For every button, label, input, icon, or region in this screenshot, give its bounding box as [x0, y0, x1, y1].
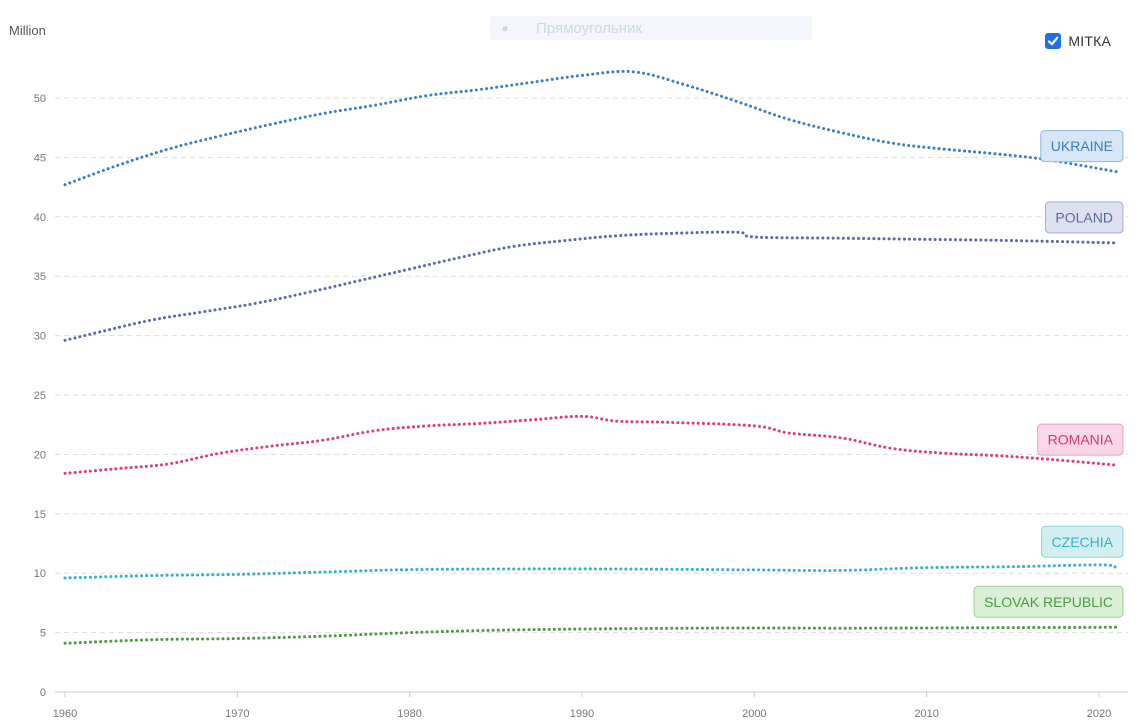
- y-tick-label: 50: [34, 93, 46, 105]
- series-label-text: POLAND: [1055, 209, 1113, 225]
- series-line-poland[interactable]: [63, 230, 1118, 342]
- series-label-text: ROMANIA: [1048, 432, 1114, 448]
- series-label-ukraine[interactable]: UKRAINE: [1040, 130, 1124, 163]
- series-label-romania[interactable]: ROMANIA: [1037, 423, 1124, 456]
- overlay-text: Прямоугольник: [536, 19, 643, 37]
- series-label-slovak-republic[interactable]: SLOVAK REPUBLIC: [973, 585, 1124, 618]
- series-label-text: CZECHIA: [1052, 534, 1114, 550]
- x-tick-label: 1960: [53, 708, 77, 720]
- series-label-text: UKRAINE: [1051, 138, 1113, 154]
- shield-icon: ●: [501, 21, 509, 35]
- y-tick-label: 25: [34, 390, 46, 402]
- x-tick-label: 1980: [397, 708, 421, 720]
- series-line-slovak-republic[interactable]: [63, 625, 1118, 645]
- unit-label: Million: [9, 23, 46, 38]
- series-label-box: [1040, 130, 1124, 163]
- x-tick-label: 1970: [225, 708, 249, 720]
- checkmark-icon: [1048, 36, 1059, 46]
- y-tick-label: 10: [34, 568, 46, 580]
- series-label-box: [1041, 525, 1124, 558]
- y-tick-label: 35: [34, 271, 46, 283]
- y-tick-label: 5: [40, 628, 46, 640]
- x-tick-label: 2010: [914, 708, 938, 720]
- y-tick-label: 0: [40, 687, 46, 699]
- series-line-czechia[interactable]: [63, 563, 1118, 580]
- overlay-rectangle[interactable]: ● Прямоугольник: [490, 16, 812, 40]
- series-lines: [63, 69, 1118, 645]
- label-toggle[interactable]: МІТКА: [1045, 33, 1111, 49]
- y-tick-label: 30: [34, 331, 46, 343]
- label-checkbox[interactable]: [1045, 33, 1062, 49]
- label-toggle-text: МІТКА: [1068, 33, 1111, 49]
- y-tick-label: 15: [34, 509, 46, 521]
- series-label-box: [1044, 201, 1124, 234]
- x-tick-label: 1990: [570, 708, 594, 720]
- axis-labels: Million 0 5 10 15 20 25 30 35 40 45 50 1960 1970 1980 1…: [9, 23, 1111, 720]
- series-label-box: [1037, 423, 1124, 456]
- series-label-box: [973, 585, 1124, 618]
- series-label-poland[interactable]: POLAND: [1044, 201, 1124, 234]
- series-label-czechia[interactable]: CZECHIA: [1041, 525, 1124, 558]
- series-line-ukraine[interactable]: [63, 69, 1118, 187]
- y-tick-label: 40: [34, 212, 46, 224]
- series-label-text: SLOVAK REPUBLIC: [984, 594, 1113, 610]
- y-tick-label: 45: [34, 152, 46, 164]
- series-line-romania[interactable]: [63, 414, 1118, 475]
- series-labels: UKRAINE POLAND ROMANIA CZECHIA SLOVAK REPUBL…: [973, 130, 1124, 618]
- y-tick-label: 20: [34, 449, 46, 461]
- x-tick-label: 2000: [742, 708, 766, 720]
- x-tick-label: 2020: [1087, 708, 1111, 720]
- grid: [55, 97, 1128, 697]
